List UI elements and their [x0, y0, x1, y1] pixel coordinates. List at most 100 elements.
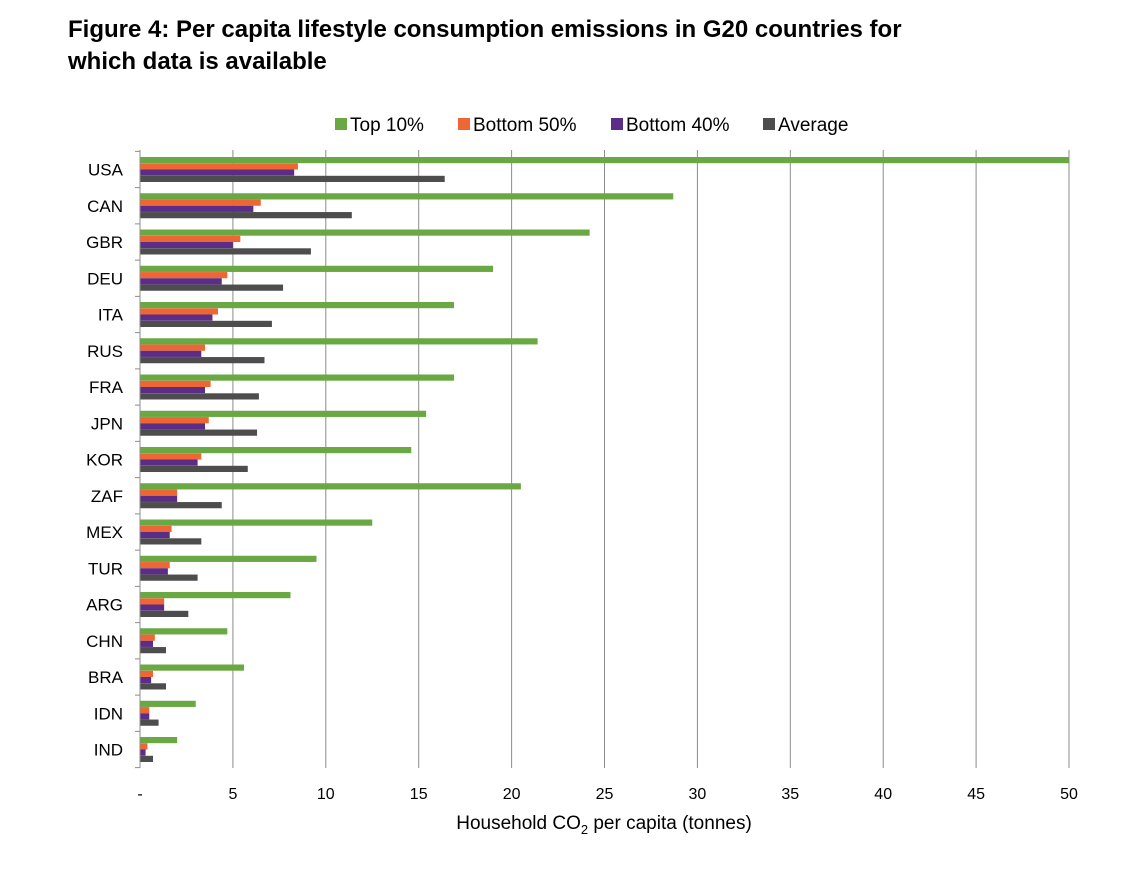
bar-mex-bottom-40 — [140, 532, 170, 539]
axes: - 5 10 15 20 25 30 35 40 45 50 USA CAN GBR DEU ITA RUS FR… — [86, 150, 1078, 803]
category-label-kor: KOR — [86, 451, 123, 470]
bar-deu-bottom-50 — [140, 272, 228, 279]
bar-ind-bottom-50 — [140, 743, 148, 750]
bar-can-bottom-50 — [140, 199, 261, 206]
bar-arg-bottom-50 — [140, 598, 165, 605]
x-tick-label-40: 40 — [874, 786, 892, 803]
bar-tur-bottom-40 — [140, 568, 168, 575]
bar-chn-average — [140, 647, 167, 654]
x-tick-label-0: - — [137, 786, 142, 803]
bar-bra-average — [140, 683, 167, 690]
bar-can-top-10 — [140, 193, 674, 200]
bar-kor-bottom-50 — [140, 453, 202, 460]
bar-usa-bottom-50 — [140, 163, 298, 170]
bar-arg-bottom-40 — [140, 604, 165, 611]
x-axis-title-subscript: 2 — [581, 822, 588, 837]
figure-title: Figure 4: Per capita lifestyle consumpti… — [68, 14, 1068, 78]
bar-fra-bottom-40 — [140, 387, 206, 394]
legend-label-top-10: Top 10% — [350, 115, 424, 136]
x-tick-label-15: 15 — [410, 786, 428, 803]
category-label-jpn: JPN — [91, 414, 123, 433]
legend-swatch-average — [763, 118, 775, 130]
bar-idn-bottom-50 — [140, 707, 150, 714]
bar-zaf-average — [140, 502, 222, 509]
bar-idn-top-10 — [140, 700, 196, 707]
legend-label-bottom-40: Bottom 40% — [626, 115, 730, 136]
bar-rus-bottom-50 — [140, 344, 206, 351]
bar-deu-top-10 — [140, 265, 494, 272]
category-label-fra: FRA — [89, 378, 124, 397]
category-label-tur: TUR — [88, 559, 123, 578]
bar-tur-average — [140, 574, 198, 581]
bar-usa-average — [140, 175, 445, 182]
bar-rus-top-10 — [140, 338, 538, 345]
category-label-arg: ARG — [86, 596, 123, 615]
category-label-chn: CHN — [86, 632, 123, 651]
bar-rus-bottom-40 — [140, 350, 202, 357]
legend-label-bottom-50: Bottom 50% — [473, 115, 577, 136]
legend-swatch-top-10 — [335, 118, 347, 130]
bar-can-average — [140, 212, 352, 219]
bar-usa-bottom-40 — [140, 169, 295, 176]
figure-title-line-2: which data is available — [68, 48, 327, 75]
bar-bra-bottom-50 — [140, 670, 154, 677]
bar-zaf-top-10 — [140, 483, 521, 490]
x-tick-label-45: 45 — [967, 786, 985, 803]
bar-gbr-top-10 — [140, 229, 590, 236]
bar-ind-bottom-40 — [140, 749, 146, 756]
bar-tur-bottom-50 — [140, 562, 170, 569]
bar-ind-top-10 — [140, 737, 178, 744]
x-tick-label-5: 5 — [228, 786, 237, 803]
category-label-usa: USA — [88, 161, 124, 180]
bar-ita-top-10 — [140, 302, 455, 309]
bar-chn-top-10 — [140, 628, 228, 635]
bar-fra-average — [140, 393, 259, 400]
bar-zaf-bottom-50 — [140, 489, 178, 496]
bar-kor-average — [140, 465, 248, 472]
bar-gbr-bottom-50 — [140, 235, 241, 242]
bar-mex-top-10 — [140, 519, 373, 526]
category-label-zaf: ZAF — [91, 487, 123, 506]
bar-ita-bottom-50 — [140, 308, 219, 315]
bar-kor-top-10 — [140, 447, 412, 454]
category-label-ind: IND — [94, 741, 123, 760]
bar-mex-average — [140, 538, 202, 545]
x-axis-title-main: Household CO — [456, 813, 581, 834]
x-axis-title: Household CO2 per capita (tonnes) — [456, 813, 752, 837]
figure-title-line-1: Figure 4: Per capita lifestyle consumpti… — [68, 16, 902, 43]
legend-swatch-bottom-40 — [611, 118, 623, 130]
bar-bra-top-10 — [140, 664, 245, 671]
bar-ind-average — [140, 755, 154, 762]
bar-tur-top-10 — [140, 555, 317, 562]
bar-arg-average — [140, 610, 189, 617]
category-label-ita: ITA — [98, 306, 124, 325]
bar-mex-bottom-50 — [140, 525, 172, 532]
bar-deu-bottom-40 — [140, 278, 222, 285]
category-label-rus: RUS — [87, 342, 123, 361]
bar-jpn-bottom-50 — [140, 417, 209, 424]
x-tick-label-25: 25 — [596, 786, 614, 803]
legend: Top 10% Bottom 50% Bottom 40% Average — [335, 115, 848, 136]
bar-idn-bottom-40 — [140, 713, 150, 720]
bars — [140, 157, 1069, 762]
bar-jpn-top-10 — [140, 410, 427, 417]
x-tick-label-10: 10 — [317, 786, 335, 803]
x-tick-label-50: 50 — [1060, 786, 1078, 803]
bar-fra-bottom-50 — [140, 380, 211, 387]
bar-jpn-bottom-40 — [140, 423, 206, 430]
category-label-mex: MEX — [86, 523, 123, 542]
bar-usa-top-10 — [140, 157, 1069, 164]
bar-idn-average — [140, 719, 159, 726]
bar-ita-average — [140, 320, 272, 327]
category-label-bra: BRA — [88, 668, 124, 687]
bar-jpn-average — [140, 429, 258, 436]
x-tick-label-20: 20 — [503, 786, 521, 803]
bar-gbr-bottom-40 — [140, 242, 233, 249]
bar-ita-bottom-40 — [140, 314, 213, 321]
bar-bra-bottom-40 — [140, 677, 152, 684]
category-label-deu: DEU — [87, 269, 123, 288]
gridlines — [232, 150, 1070, 768]
bar-chn-bottom-50 — [140, 634, 155, 641]
bar-kor-bottom-40 — [140, 459, 198, 466]
